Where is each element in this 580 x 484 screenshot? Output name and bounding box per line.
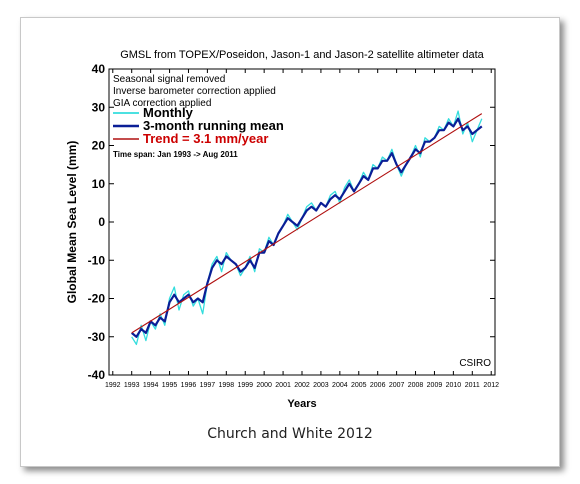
y-tick-label: -30 [88, 330, 106, 344]
x-tick-label: 1994 [143, 382, 159, 389]
y-tick-label: 40 [92, 62, 106, 76]
legend-label: Monthly [143, 105, 194, 120]
time-span-label: Time span: Jan 1993 -> Aug 2011 [113, 150, 238, 159]
x-tick-label: 2004 [332, 382, 348, 389]
annotation-note: Inverse barometer correction applied [113, 86, 276, 97]
y-tick-label: 0 [98, 215, 105, 229]
x-tick-label: 2001 [275, 382, 291, 389]
y-tick-label: -20 [88, 292, 106, 306]
y-tick-label: 20 [92, 139, 106, 153]
x-tick-label: 2003 [313, 382, 329, 389]
figure-frame: GMSL from TOPEX/Poseidon, Jason-1 and Ja… [20, 17, 560, 467]
x-tick-label: 1992 [105, 382, 121, 389]
x-tick-label: 2012 [483, 382, 499, 389]
x-tick-label: 2007 [389, 382, 405, 389]
x-tick-label: 2006 [370, 382, 386, 389]
annotation-note: Seasonal signal removed [113, 74, 225, 85]
x-tick-label: 2005 [351, 382, 367, 389]
y-tick-label: -10 [88, 253, 106, 267]
x-tick-label: 2002 [294, 382, 310, 389]
source-label: CSIRO [459, 358, 491, 369]
x-tick-label: 2011 [465, 382, 480, 389]
running-mean-line [130, 117, 483, 338]
x-tick-label: 2008 [408, 382, 424, 389]
x-tick-label: 1993 [124, 382, 140, 389]
trend-line [131, 113, 483, 334]
figure-caption: Church and White 2012 [207, 426, 373, 442]
x-tick-label: 1999 [237, 382, 253, 389]
legend-label: 3-month running mean [143, 118, 284, 133]
y-axis-label: Global Mean Sea Level (mm) [65, 141, 79, 304]
x-tick-label: 1998 [219, 382, 235, 389]
y-tick-label: 30 [92, 100, 106, 114]
y-tick-label: 10 [92, 177, 106, 191]
annotation-note: GIA correction applied [113, 98, 211, 109]
x-tick-label: 2010 [446, 382, 462, 389]
y-tick-label: -40 [88, 368, 106, 382]
x-tick-label: 1995 [162, 382, 178, 389]
x-axis-label: Years [287, 398, 316, 410]
legend-label: Trend = 3.1 mm/year [143, 131, 268, 146]
x-tick-label: 2009 [427, 382, 443, 389]
plot-area [108, 68, 496, 376]
chart-title: GMSL from TOPEX/Poseidon, Jason-1 and Ja… [120, 49, 484, 61]
gmsl-chart: GMSL from TOPEX/Poseidon, Jason-1 and Ja… [65, 49, 499, 410]
x-tick-label: 1997 [200, 382, 216, 389]
x-tick-label: 1996 [181, 382, 197, 389]
x-tick-label: 2000 [256, 382, 272, 389]
